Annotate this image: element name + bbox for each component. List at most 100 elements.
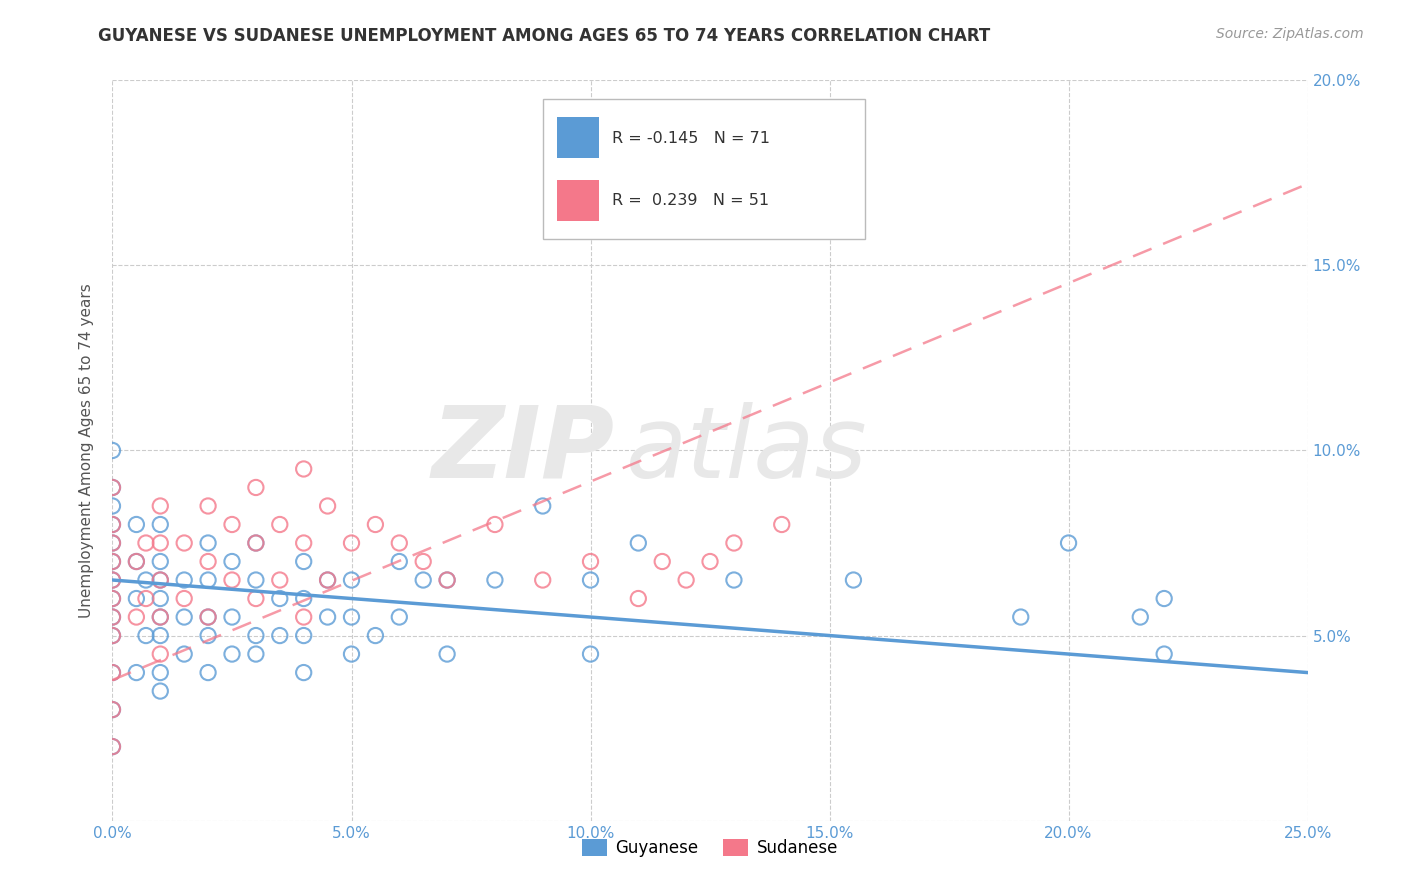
Point <box>292 665 315 680</box>
Point <box>125 554 148 569</box>
Point <box>101 665 124 680</box>
Point <box>221 517 243 532</box>
Point <box>101 665 124 680</box>
Point <box>436 573 458 587</box>
Point <box>173 591 195 606</box>
Point <box>723 573 745 587</box>
Point <box>627 591 650 606</box>
Point <box>101 536 124 550</box>
Point <box>1010 610 1032 624</box>
FancyBboxPatch shape <box>557 117 599 158</box>
Point <box>484 573 506 587</box>
Text: Source: ZipAtlas.com: Source: ZipAtlas.com <box>1216 27 1364 41</box>
Point <box>292 628 315 642</box>
Point <box>292 536 315 550</box>
Point <box>723 536 745 550</box>
Point <box>101 703 124 717</box>
Point <box>699 554 721 569</box>
Point <box>579 647 602 661</box>
Point <box>770 517 793 532</box>
Point <box>149 554 172 569</box>
Point <box>627 536 650 550</box>
Point <box>1129 610 1152 624</box>
Point <box>125 665 148 680</box>
Point <box>316 610 339 624</box>
Point <box>269 517 291 532</box>
Point <box>101 591 124 606</box>
Point <box>292 462 315 476</box>
Point <box>269 591 291 606</box>
Point <box>579 554 602 569</box>
Point <box>149 610 172 624</box>
Point <box>149 665 172 680</box>
Point <box>197 665 219 680</box>
Point <box>245 536 267 550</box>
Point <box>101 591 124 606</box>
Point <box>101 443 124 458</box>
Point <box>149 628 172 642</box>
Point <box>412 573 434 587</box>
Point <box>125 591 148 606</box>
Point <box>484 517 506 532</box>
Point <box>531 573 554 587</box>
FancyBboxPatch shape <box>543 99 866 239</box>
Point <box>197 573 219 587</box>
Point <box>364 628 387 642</box>
Point <box>197 499 219 513</box>
Point <box>101 739 124 754</box>
Point <box>316 573 339 587</box>
Point <box>101 481 124 495</box>
Point <box>436 573 458 587</box>
Point <box>101 499 124 513</box>
Point <box>149 684 172 698</box>
Text: atlas: atlas <box>627 402 868 499</box>
Point <box>197 628 219 642</box>
Point <box>197 610 219 624</box>
Point <box>340 573 363 587</box>
Point <box>316 499 339 513</box>
Point <box>316 573 339 587</box>
Point <box>149 499 172 513</box>
Point <box>245 647 267 661</box>
Point <box>531 499 554 513</box>
Point <box>101 517 124 532</box>
Point <box>101 739 124 754</box>
Point <box>221 610 243 624</box>
Point <box>197 536 219 550</box>
Point <box>388 536 411 550</box>
Point <box>135 591 157 606</box>
Point <box>221 647 243 661</box>
Point <box>135 628 157 642</box>
Point <box>173 573 195 587</box>
Point <box>173 536 195 550</box>
Point <box>1153 591 1175 606</box>
Point <box>675 573 697 587</box>
Point <box>197 610 219 624</box>
Point <box>245 573 267 587</box>
Point <box>364 517 387 532</box>
Point <box>101 554 124 569</box>
Point <box>101 517 124 532</box>
Point <box>149 573 172 587</box>
Point <box>125 554 148 569</box>
Point <box>101 703 124 717</box>
Point <box>292 591 315 606</box>
Point <box>149 517 172 532</box>
Point <box>149 573 172 587</box>
Point <box>101 573 124 587</box>
Point <box>101 610 124 624</box>
Point <box>149 647 172 661</box>
Text: ZIP: ZIP <box>432 402 614 499</box>
FancyBboxPatch shape <box>557 180 599 221</box>
Point <box>101 573 124 587</box>
Point <box>221 554 243 569</box>
Point <box>101 610 124 624</box>
Point <box>101 536 124 550</box>
Legend: Guyanese, Sudanese: Guyanese, Sudanese <box>575 832 845 864</box>
Point <box>149 536 172 550</box>
Point <box>173 610 195 624</box>
Point <box>412 554 434 569</box>
Point <box>197 554 219 569</box>
Point <box>221 573 243 587</box>
Point <box>292 610 315 624</box>
